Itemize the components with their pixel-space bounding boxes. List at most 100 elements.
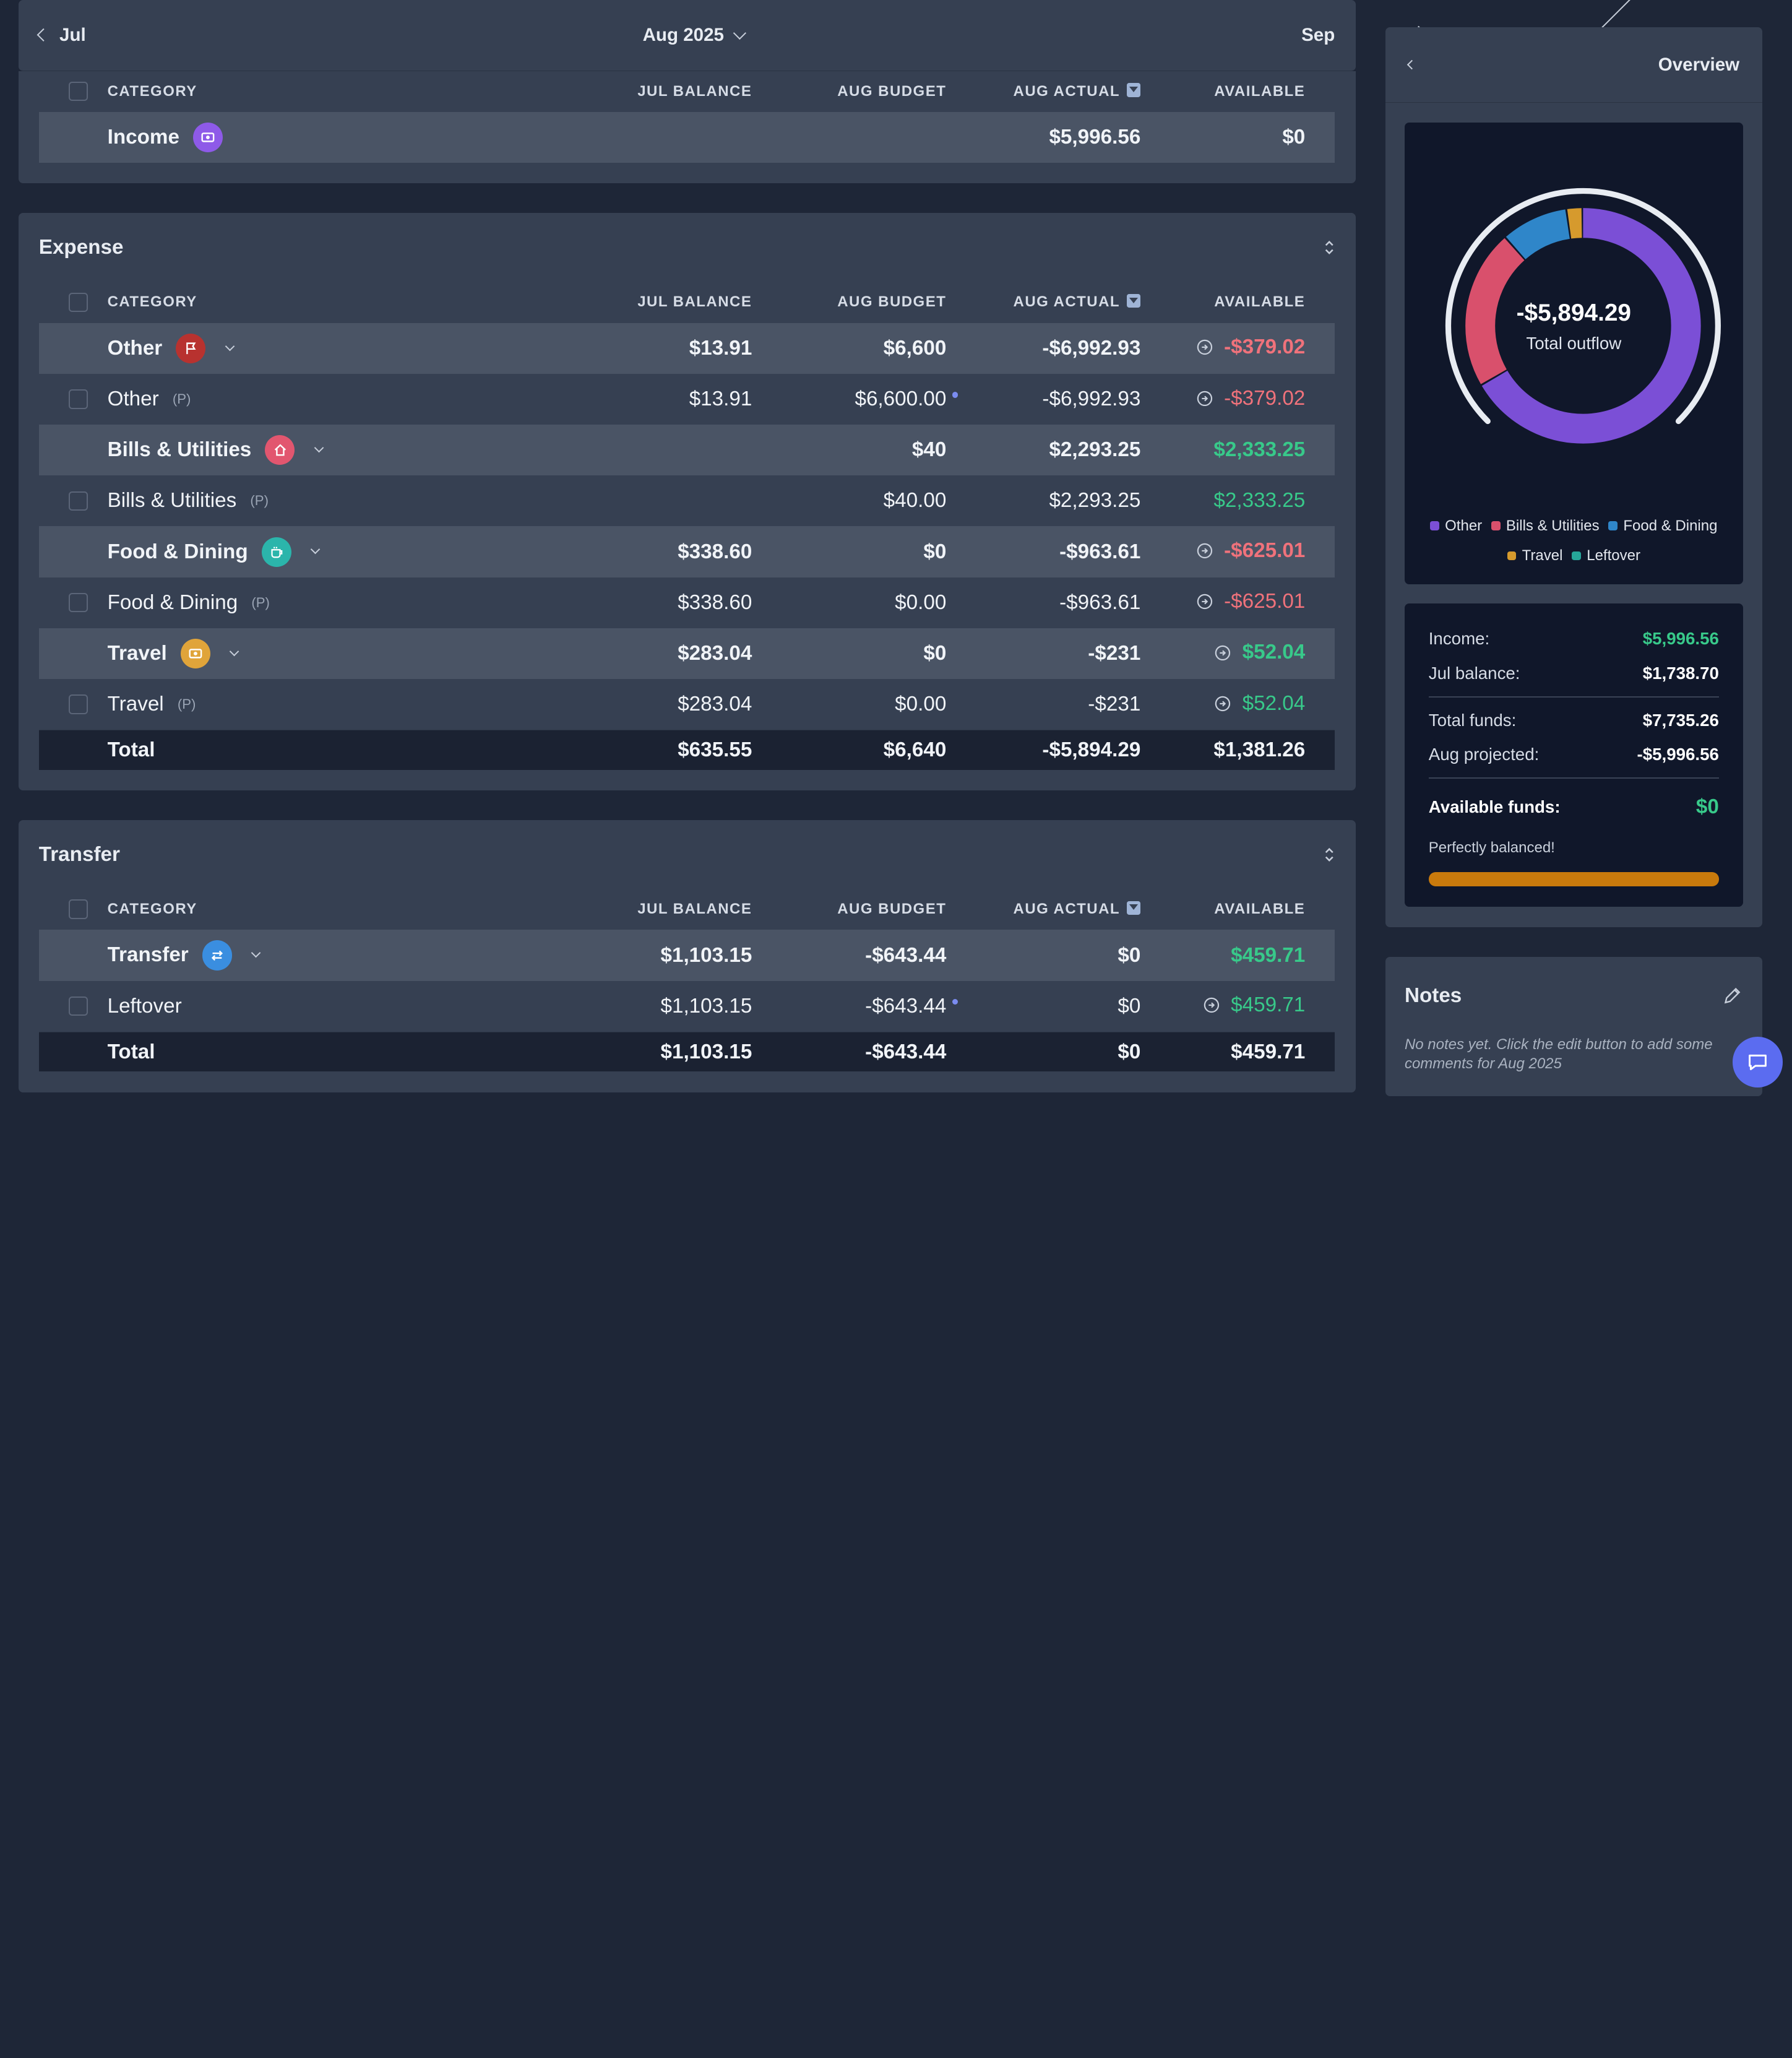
column-category[interactable]: CATEGORY (107, 293, 197, 311)
total-aug-budget: -$643.44 (865, 1040, 947, 1063)
aug-budget[interactable]: -$643.44 (865, 943, 947, 967)
table-row[interactable]: Travel (P) $283.04 $0.00 -$231 $52.04 (38, 679, 1335, 730)
row-checkbox[interactable] (68, 491, 88, 511)
column-jul-balance[interactable]: JUL BALANCE (637, 82, 752, 100)
income-section: CATEGORY JUL BALANCE AUG BUDGET AUG ACTU… (18, 26, 1423, 184)
next-month-button[interactable]: Sep (1301, 0, 1729, 169)
total-available: $459.71 (1231, 1040, 1306, 1063)
chat-button[interactable] (1733, 1037, 1783, 1087)
select-all-checkbox[interactable] (68, 899, 88, 919)
column-aug-actual[interactable]: AUG ACTUAL (946, 83, 1141, 100)
collapse-toggle-icon[interactable] (1324, 847, 1335, 863)
legend-item: Food & Dining (1608, 511, 1717, 541)
table-row[interactable]: Food & Dining (P) $338.60 $0.00 -$963.61 … (38, 577, 1335, 628)
row-checkbox[interactable] (68, 996, 88, 1016)
select-all-checkbox[interactable] (68, 292, 88, 313)
table-row[interactable]: Travel $283.04 $0 -$231 $52.04 (38, 628, 1335, 680)
collapse-toggle-icon[interactable] (1324, 240, 1335, 256)
donut-slice-other[interactable] (1465, 208, 1701, 444)
aug-budget[interactable]: $40.00 (883, 489, 947, 512)
aug-budget[interactable]: $0.00 (895, 590, 947, 614)
chevron-down-icon[interactable] (225, 341, 235, 351)
table-row[interactable]: Transfer $1,103.15 -$643.44 $0 $459.71 (38, 930, 1335, 981)
chevron-left-icon (37, 28, 50, 42)
table-row[interactable]: Bills & Utilities (P) $40.00 $2,293.25 $2… (38, 475, 1335, 527)
category-name: Bills & Utilities (107, 438, 252, 462)
pencil-icon[interactable] (1722, 985, 1742, 1006)
filter-icon[interactable] (1127, 901, 1141, 915)
notes-text: No notes yet. Click the edit button to a… (1404, 1035, 1713, 1073)
category-name: Other (107, 387, 159, 410)
transfer-arrow-icon[interactable] (1197, 391, 1213, 407)
category-tag: (P) (250, 493, 269, 509)
chat-bubble-icon (1749, 1054, 1767, 1070)
donut-slice-bills-utilities[interactable] (1465, 208, 1701, 444)
column-aug-actual[interactable]: AUG ACTUAL (946, 293, 1141, 311)
category-name: Food & Dining (107, 590, 238, 614)
aug-actual: -$6,992.93 (1042, 387, 1141, 410)
aug-budget[interactable]: $0.00 (895, 693, 947, 716)
legend-item: Bills & Utilities (1491, 511, 1600, 541)
notes-card: Notes No notes yet. Click the edit butto… (1385, 957, 1783, 1097)
table-row[interactable]: Bills & Utilities $40 $2,293.25 $2,333.2… (38, 425, 1335, 476)
row-checkbox[interactable] (68, 694, 88, 714)
aug-budget[interactable]: -$643.44 (865, 994, 947, 1018)
transfer-arrow-icon[interactable] (1197, 543, 1213, 559)
total-label: Total (107, 738, 155, 762)
available-value: $459.71 (1231, 943, 1306, 967)
filter-icon[interactable] (1127, 83, 1141, 97)
chevron-left-icon[interactable] (1406, 59, 1416, 70)
aug-actual: -$963.61 (1059, 540, 1141, 563)
transfer-arrow-icon[interactable] (1197, 339, 1213, 355)
aug-budget[interactable]: $40 (911, 438, 947, 462)
legend-item: Leftover (1572, 541, 1640, 571)
table-row[interactable]: Other $13.91 $6,600 -$6,992.93 -$379.02 (38, 322, 1335, 374)
aug-budget[interactable]: $0 (923, 641, 947, 665)
money-icon (193, 123, 223, 153)
row-checkbox[interactable] (68, 389, 88, 409)
notes-title: Notes (1404, 984, 1462, 1007)
month-selector[interactable]: Aug 2025 (643, 25, 747, 46)
prev-month-button[interactable]: Jul (37, 25, 86, 46)
transfer-arrow-icon[interactable] (1197, 594, 1213, 610)
available-funds-value: $0 (1695, 795, 1719, 818)
aug-budget[interactable]: $6,600.00 (855, 387, 947, 410)
column-available[interactable]: AVAILABLE (1214, 293, 1306, 311)
row-checkbox[interactable] (68, 593, 88, 613)
legend-swatch (1507, 551, 1517, 561)
table-row[interactable]: Other (P) $13.91 $6,600.00 -$6,992.93 -$3… (38, 373, 1335, 425)
column-category[interactable]: CATEGORY (107, 82, 197, 100)
transfer-arrow-icon[interactable] (1215, 645, 1231, 661)
month-navigation: Jul Aug 2025 Sep (18, 0, 1729, 169)
column-available[interactable]: AVAILABLE (1214, 82, 1306, 100)
column-jul-balance[interactable]: JUL BALANCE (637, 901, 752, 918)
column-available[interactable]: AVAILABLE (1214, 901, 1306, 918)
column-category[interactable]: CATEGORY (107, 901, 197, 918)
column-aug-budget[interactable]: AUG BUDGET (837, 82, 947, 100)
jul-balance: $13.91 (689, 387, 752, 410)
column-aug-budget[interactable]: AUG BUDGET (837, 293, 947, 311)
column-jul-balance[interactable]: JUL BALANCE (637, 293, 752, 311)
chevron-down-icon[interactable] (251, 948, 261, 958)
income-row[interactable]: Income $5,996.56 $0 (38, 26, 1423, 163)
table-row[interactable]: Leftover $1,103.15 -$643.44 $0 $459.71 (38, 980, 1335, 1032)
table-row[interactable]: Food & Dining $338.60 $0 -$963.61 -$625.… (38, 526, 1335, 577)
select-all-checkbox[interactable] (68, 82, 88, 102)
aug-actual: -$6,992.93 (1042, 336, 1141, 360)
category-name: Travel (107, 693, 164, 716)
donut-outer-arc (1445, 188, 1721, 425)
transfer-arrow-icon[interactable] (1204, 997, 1220, 1013)
column-aug-actual[interactable]: AUG ACTUAL (946, 901, 1141, 918)
filter-icon[interactable] (1127, 294, 1141, 308)
chevron-down-icon[interactable] (314, 443, 324, 453)
available-value: $52.04 (1242, 641, 1306, 664)
aug-budget[interactable]: $6,600 (883, 336, 947, 360)
aug-budget[interactable]: $0 (923, 540, 947, 563)
total-aug-actual: $0 (1118, 1040, 1141, 1063)
total-available: $1,381.26 (1213, 738, 1306, 762)
column-aug-budget[interactable]: AUG BUDGET (837, 901, 947, 918)
chevron-down-icon[interactable] (310, 545, 321, 555)
jul-balance: $1,103.15 (660, 994, 752, 1018)
transfer-arrow-icon[interactable] (1215, 696, 1231, 712)
chevron-down-icon[interactable] (229, 646, 239, 657)
